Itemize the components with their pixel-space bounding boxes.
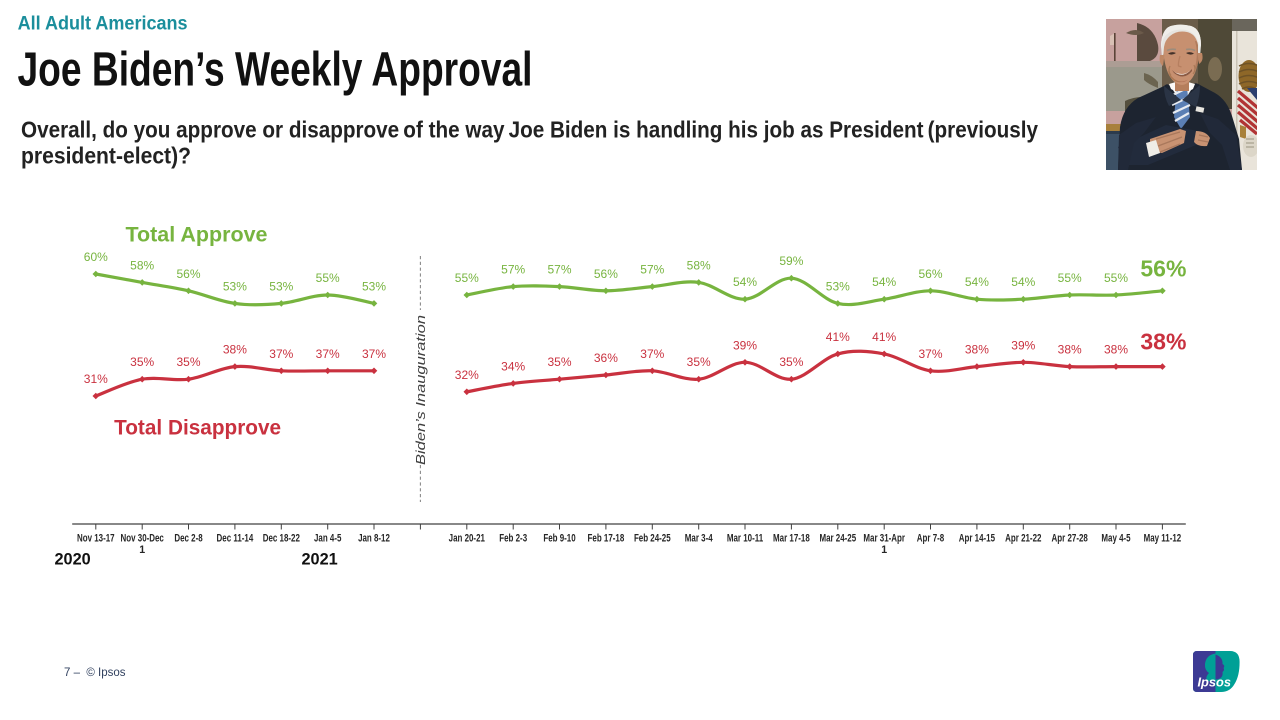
svg-text:Nov 30-Dec: Nov 30-Dec: [121, 533, 164, 545]
svg-text:36%: 36%: [594, 351, 618, 365]
svg-text:54%: 54%: [1011, 275, 1035, 289]
svg-text:55%: 55%: [455, 271, 479, 285]
svg-text:56%: 56%: [918, 267, 942, 281]
svg-text:Dec 2-8: Dec 2-8: [174, 533, 202, 545]
svg-text:37%: 37%: [918, 347, 942, 361]
svg-text:Joe Biden’s Weekly Approval: Joe Biden’s Weekly Approval: [18, 44, 533, 97]
svg-text:57%: 57%: [640, 263, 664, 277]
svg-text:Feb 2-3: Feb 2-3: [499, 533, 527, 545]
svg-text:60%: 60%: [84, 250, 108, 264]
svg-text:53%: 53%: [223, 279, 247, 293]
svg-text:37%: 37%: [316, 347, 340, 361]
svg-text:56%: 56%: [176, 267, 200, 281]
svg-text:35%: 35%: [176, 355, 200, 369]
svg-text:1: 1: [881, 544, 887, 556]
svg-text:39%: 39%: [733, 338, 757, 352]
svg-text:39%: 39%: [1011, 338, 1035, 352]
svg-text:Total Disapprove: Total Disapprove: [114, 416, 281, 440]
svg-text:Mar 17-18: Mar 17-18: [773, 533, 810, 545]
svg-text:7 – © Ipsos: 7 – © Ipsos: [64, 667, 126, 679]
svg-text:55%: 55%: [1104, 271, 1128, 285]
svg-text:Apr 7-8: Apr 7-8: [917, 533, 944, 545]
svg-text:1: 1: [139, 544, 145, 556]
svg-text:Mar 31-Apr: Mar 31-Apr: [863, 533, 905, 545]
svg-text:38%: 38%: [1140, 329, 1186, 355]
svg-text:Jan 20-21: Jan 20-21: [449, 533, 485, 545]
svg-text:59%: 59%: [779, 254, 803, 268]
svg-text:Apr 27-28: Apr 27-28: [1052, 533, 1088, 545]
svg-text:2021: 2021: [302, 551, 338, 569]
svg-text:37%: 37%: [640, 347, 664, 361]
svg-text:55%: 55%: [1058, 271, 1082, 285]
svg-text:34%: 34%: [501, 359, 525, 373]
svg-text:56%: 56%: [1140, 255, 1186, 281]
svg-text:Ipsos: Ipsos: [1198, 675, 1232, 690]
svg-text:Overall, do you approve or dis: Overall, do you approve or disapprove of…: [21, 117, 1038, 143]
svg-text:Mar 3-4: Mar 3-4: [685, 533, 713, 545]
svg-text:58%: 58%: [130, 258, 154, 272]
svg-text:Biden’s Inauguration: Biden’s Inauguration: [414, 315, 428, 465]
svg-text:Mar 10-11: Mar 10-11: [727, 533, 763, 545]
svg-text:Feb 24-25: Feb 24-25: [634, 533, 671, 545]
svg-text:54%: 54%: [872, 275, 896, 289]
svg-text:38%: 38%: [1104, 343, 1128, 357]
svg-text:Jan 8-12: Jan 8-12: [358, 533, 390, 545]
svg-text:32%: 32%: [455, 368, 479, 382]
svg-text:2020: 2020: [55, 551, 91, 569]
svg-text:Feb 17-18: Feb 17-18: [588, 533, 625, 545]
svg-text:May 11-12: May 11-12: [1144, 533, 1182, 545]
svg-text:55%: 55%: [316, 271, 340, 285]
svg-text:53%: 53%: [826, 279, 850, 293]
svg-text:president-elect)?: president-elect)?: [21, 142, 191, 168]
svg-text:All Adult Americans: All Adult Americans: [18, 14, 188, 35]
svg-text:35%: 35%: [547, 355, 571, 369]
svg-text:41%: 41%: [826, 330, 850, 344]
svg-text:31%: 31%: [84, 372, 108, 386]
svg-text:Apr 14-15: Apr 14-15: [959, 533, 995, 545]
svg-text:54%: 54%: [733, 275, 757, 289]
svg-text:58%: 58%: [687, 258, 711, 272]
svg-text:56%: 56%: [594, 267, 618, 281]
svg-text:Mar 24-25: Mar 24-25: [819, 533, 856, 545]
svg-text:Feb 9-10: Feb 9-10: [543, 533, 575, 545]
svg-text:38%: 38%: [1058, 343, 1082, 357]
svg-text:54%: 54%: [965, 275, 989, 289]
svg-text:38%: 38%: [223, 343, 247, 357]
svg-text:Apr 21-22: Apr 21-22: [1005, 533, 1041, 545]
svg-text:57%: 57%: [547, 263, 571, 277]
svg-text:35%: 35%: [779, 355, 803, 369]
svg-text:Dec 11-14: Dec 11-14: [217, 533, 254, 545]
svg-text:37%: 37%: [362, 347, 386, 361]
svg-text:37%: 37%: [269, 347, 293, 361]
svg-text:53%: 53%: [269, 279, 293, 293]
svg-text:Total Approve: Total Approve: [126, 222, 268, 246]
svg-text:53%: 53%: [362, 279, 386, 293]
svg-text:Jan 4-5: Jan 4-5: [314, 533, 341, 545]
svg-text:35%: 35%: [130, 355, 154, 369]
svg-text:38%: 38%: [965, 343, 989, 357]
svg-text:57%: 57%: [501, 263, 525, 277]
svg-text:35%: 35%: [687, 355, 711, 369]
svg-text:41%: 41%: [872, 330, 896, 344]
svg-text:Dec 18-22: Dec 18-22: [263, 533, 300, 545]
svg-text:May 4-5: May 4-5: [1101, 533, 1130, 545]
svg-text:Nov 13-17: Nov 13-17: [77, 533, 115, 545]
